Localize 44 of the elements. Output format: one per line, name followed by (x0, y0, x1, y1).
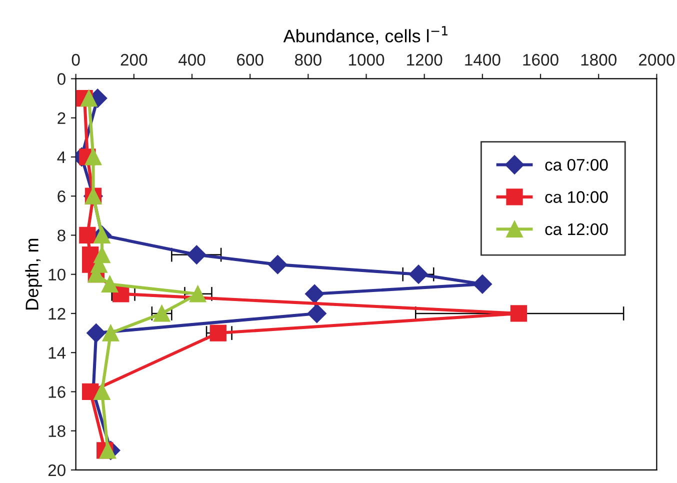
point (99, 442, 116, 459)
y-tick-label: 2 (58, 112, 66, 124)
point (84, 148, 102, 166)
y-tick-label: 12 (48, 308, 66, 320)
legend-label: ca 07:00 (545, 158, 608, 171)
y-tick-label: 8 (58, 230, 66, 242)
x-tick-label: 200 (120, 54, 148, 66)
x-axis-title: Abundance, cells l$^{−1}$ (283, 26, 448, 45)
point (210, 324, 226, 342)
point (101, 276, 118, 292)
y-tick-label: 4 (57, 152, 66, 164)
point (86, 323, 106, 343)
point (409, 264, 428, 284)
x-tick-label: 1400 (465, 54, 500, 66)
y-tick-label: 20 (48, 464, 66, 476)
point (268, 255, 288, 274)
y-tick-label: 16 (48, 386, 66, 398)
point (510, 305, 528, 322)
x-tick-label: 0 (72, 54, 80, 66)
x-tick-label: 1600 (523, 54, 558, 66)
y-axis-title: Depth, m (25, 238, 42, 310)
y-tick-label: 14 (48, 347, 66, 359)
point (472, 274, 492, 294)
x-tick-label: 1000 (348, 54, 384, 66)
point (102, 324, 120, 342)
y-tick-label: 18 (48, 425, 66, 438)
point (79, 226, 96, 244)
point (307, 304, 326, 323)
x-tick-label: 800 (294, 54, 322, 66)
y-tick-label: 6 (58, 190, 66, 202)
y-tick-label: 0 (57, 73, 66, 85)
point (189, 286, 206, 302)
point (94, 383, 110, 400)
legend-label: ca 12:00 (545, 223, 608, 236)
y-tick-label: 10 (48, 268, 66, 281)
point (187, 245, 206, 264)
x-tick-label: 400 (178, 54, 206, 66)
x-tick-label: 2000 (638, 54, 675, 66)
point (80, 90, 98, 107)
x-tick-label: 600 (237, 54, 264, 66)
legend-label: ca 10:00 (545, 191, 608, 203)
x-tick-label: 1800 (581, 54, 616, 66)
x-tick-label: 1200 (407, 54, 442, 66)
point (305, 284, 324, 304)
